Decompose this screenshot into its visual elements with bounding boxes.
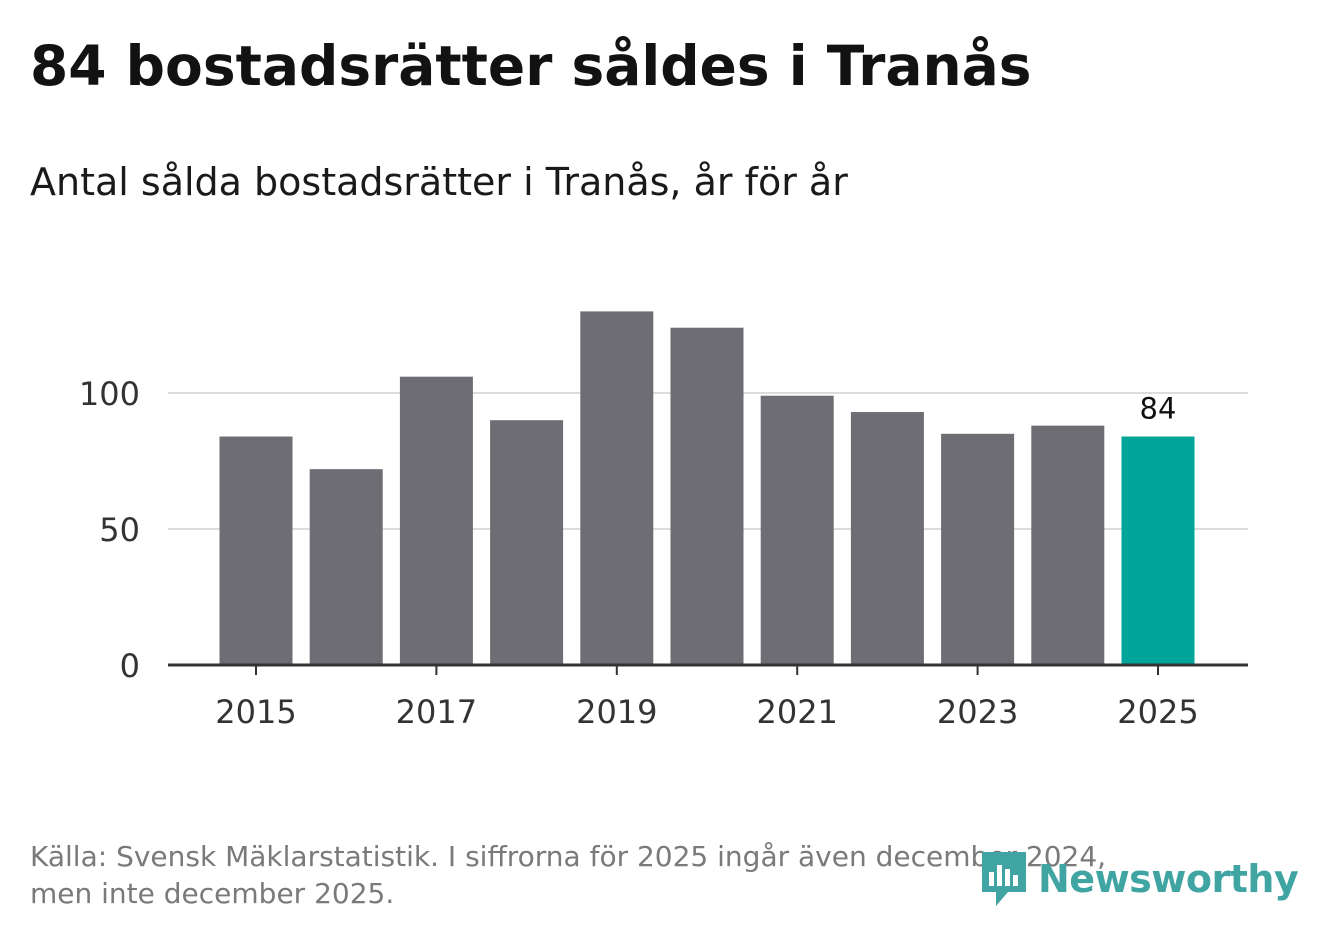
newsworthy-bar-chart-icon [982, 852, 1026, 906]
y-tick-label-100: 100 [79, 375, 140, 413]
bar-2022 [850, 412, 924, 665]
bar-2025 [1121, 436, 1195, 665]
bar-2020 [670, 327, 744, 665]
bars [219, 311, 1195, 665]
chart-subtitle: Antal sålda bostadsrätter i Tranås, år f… [30, 160, 848, 204]
bar-2024 [1031, 425, 1105, 665]
bar-2017 [399, 376, 473, 665]
bar-2023 [941, 433, 1015, 665]
x-tick-label-2025: 2025 [1117, 693, 1198, 731]
tick-labels: 84 2015 2017 2019 2021 2023 2025 0 50 100 [79, 375, 1199, 731]
x-tick-label-2015: 2015 [215, 693, 296, 731]
bar-2018 [490, 420, 564, 665]
x-tick-label-2023: 2023 [937, 693, 1018, 731]
source-caption: Källa: Svensk Mäklarstatistik. I siffror… [30, 838, 1106, 912]
newsworthy-logo: Newsworthy [978, 848, 1299, 910]
axes [168, 663, 1248, 675]
bar-chart: 84 2015 2017 2019 2021 2023 2025 0 50 100 [79, 311, 1248, 731]
x-tick-label-2019: 2019 [576, 693, 657, 731]
data-label-2025: 84 [1140, 392, 1177, 426]
chart-title: 84 bostadsrätter såldes i Tranås [30, 34, 1032, 98]
logo-text: Newsworthy [1038, 857, 1299, 901]
bar-2015 [219, 436, 293, 665]
y-tick-label-50: 50 [99, 511, 140, 549]
bar-2016 [309, 469, 383, 665]
bar-2021 [760, 395, 834, 665]
y-tick-label-0: 0 [120, 647, 140, 685]
source-caption-line-1: Källa: Svensk Mäklarstatistik. I siffror… [30, 840, 1107, 873]
x-tick-label-2021: 2021 [756, 693, 837, 731]
x-tick-label-2017: 2017 [396, 693, 477, 731]
bar-2019 [580, 311, 654, 665]
source-caption-line-2: men inte december 2025. [30, 877, 395, 910]
